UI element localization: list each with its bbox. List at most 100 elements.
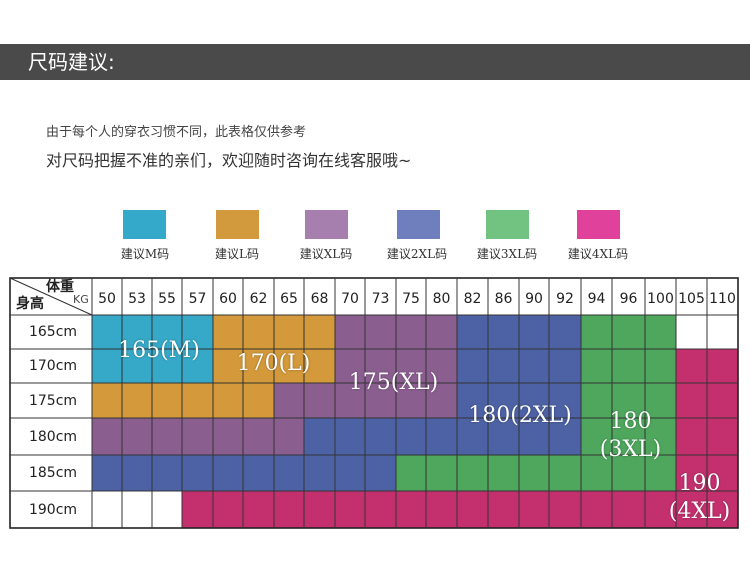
size-cell (122, 315, 152, 349)
size-cell (457, 418, 488, 455)
size-cell (676, 315, 707, 349)
legend-swatch-l (216, 210, 259, 239)
size-cell (519, 383, 549, 418)
size-cell (182, 349, 213, 383)
size-cell (274, 315, 304, 349)
size-cell (92, 455, 122, 491)
page-title: 尺码建议: (28, 50, 115, 74)
size-cell (457, 491, 488, 528)
size-cell (274, 455, 304, 491)
size-cell (581, 349, 612, 383)
size-cell (612, 418, 645, 455)
header-bar: 尺码建议: (0, 44, 750, 80)
corner-diagonal (9, 277, 93, 316)
size-cell (304, 491, 335, 528)
size-cell (426, 418, 457, 455)
size-cell (457, 455, 488, 491)
size-cell (213, 455, 243, 491)
size-cell (549, 349, 581, 383)
size-cell (152, 455, 182, 491)
legend-label-l: 建议L码 (215, 247, 259, 261)
size-cell (152, 491, 182, 528)
size-cell (488, 455, 519, 491)
legend-label-m: 建议M码 (120, 247, 170, 261)
legend-swatch-m (123, 210, 166, 239)
size-cell (274, 383, 304, 418)
size-cell (519, 349, 549, 383)
size-cell (645, 418, 676, 455)
size-cell (488, 418, 519, 455)
legend-item-xl: 建议XL码 (271, 210, 381, 270)
size-cell (645, 491, 676, 528)
size-cell (243, 315, 274, 349)
size-cell (396, 418, 426, 455)
size-cell (122, 491, 152, 528)
size-cell (92, 349, 122, 383)
legend-label-3xl: 建议3XL码 (476, 247, 538, 261)
legend-label-xl: 建议XL码 (299, 247, 353, 261)
size-cell (396, 383, 426, 418)
size-cell (365, 349, 396, 383)
size-cell (335, 349, 365, 383)
size-cell (335, 315, 365, 349)
disclaimer-note: 由于每个人的穿衣习惯不同，此表格仅供参考 (46, 125, 307, 140)
size-cell (519, 315, 549, 349)
size-cell (581, 491, 612, 528)
size-cell (707, 455, 738, 491)
legend-label-2xl: 建议2XL码 (386, 247, 448, 261)
size-cell (707, 383, 738, 418)
size-cell (243, 455, 274, 491)
size-cell (488, 349, 519, 383)
size-cell (365, 491, 396, 528)
size-cell (152, 349, 182, 383)
size-cell (304, 418, 335, 455)
size-cell (243, 491, 274, 528)
size-cell (612, 349, 645, 383)
legend-item-3xl: 建议3XL码 (452, 210, 562, 270)
size-cell (612, 383, 645, 418)
size-cell (365, 455, 396, 491)
legend-item-l: 建议L码 (182, 210, 292, 270)
size-cell (274, 418, 304, 455)
size-cell (396, 491, 426, 528)
size-cell (549, 315, 581, 349)
size-cell (519, 455, 549, 491)
size-cell (243, 383, 274, 418)
size-cell (426, 315, 457, 349)
size-cell (676, 349, 707, 383)
size-cell (365, 418, 396, 455)
size-cell (707, 315, 738, 349)
size-cell (304, 383, 335, 418)
size-cell (335, 418, 365, 455)
legend-item-m: 建议M码 (90, 210, 200, 270)
size-cell (335, 491, 365, 528)
size-cell (457, 349, 488, 383)
size-cell (365, 383, 396, 418)
size-cell (581, 383, 612, 418)
size-cell (707, 418, 738, 455)
size-cell (213, 491, 243, 528)
size-cell (645, 315, 676, 349)
size-cell (152, 383, 182, 418)
size-cell (182, 418, 213, 455)
size-cell (676, 455, 707, 491)
size-cell (488, 315, 519, 349)
size-cell (707, 349, 738, 383)
size-cell (612, 455, 645, 491)
size-cell (426, 349, 457, 383)
size-cell (612, 491, 645, 528)
size-cell (304, 455, 335, 491)
size-cell (396, 455, 426, 491)
size-cell (182, 491, 213, 528)
size-cell (707, 491, 738, 528)
size-cell (92, 491, 122, 528)
size-cell (365, 315, 396, 349)
legend-swatch-3xl (486, 210, 529, 239)
legend-swatch-xl (305, 210, 348, 239)
contact-note: 对尺码把握不准的亲们，欢迎随时咨询在线客服哦~ (46, 151, 412, 170)
size-cell (645, 383, 676, 418)
legend-swatch-4xl (577, 210, 620, 239)
size-cell (304, 349, 335, 383)
size-cell (335, 455, 365, 491)
